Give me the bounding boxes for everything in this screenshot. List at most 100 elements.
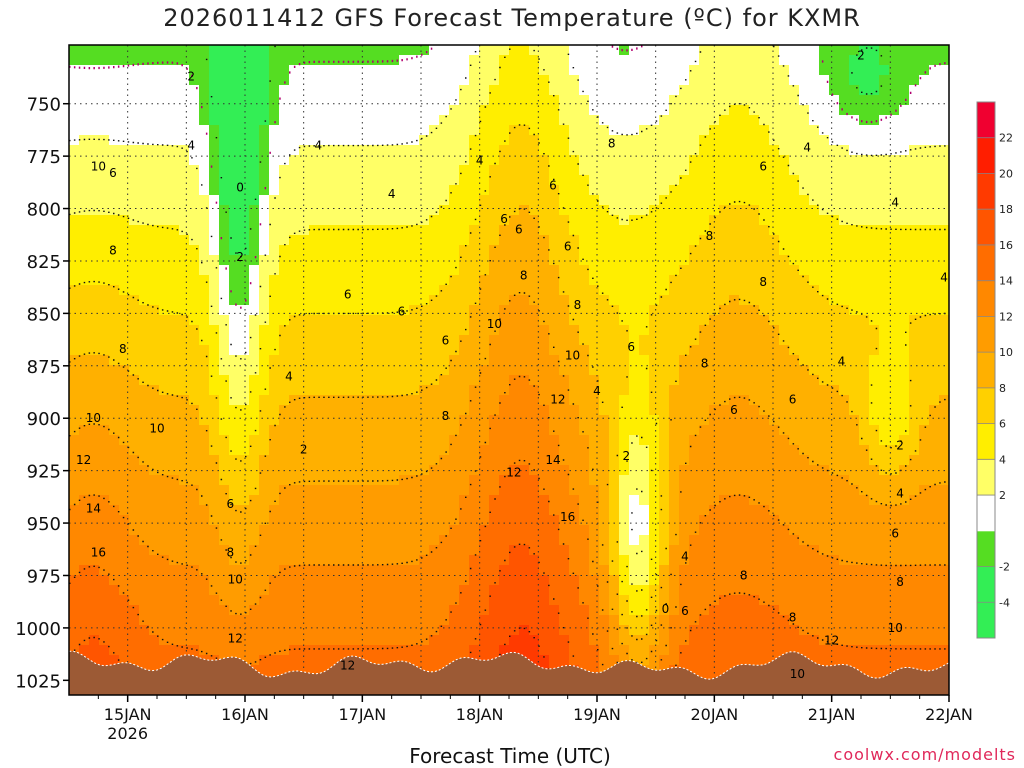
colorbar-band — [977, 495, 995, 532]
contour-label: 8 — [706, 229, 714, 243]
contour-label: 16 — [91, 545, 106, 559]
contour-label: 4 — [681, 550, 689, 564]
contour-label: 6 — [891, 527, 899, 541]
contour-label: 12 — [824, 633, 839, 647]
colorbar-label: 14 — [999, 275, 1013, 288]
contour-label: 4 — [476, 153, 484, 167]
contour-label: 4 — [187, 139, 195, 153]
contour-label: 2 — [187, 69, 195, 83]
colorbar-band — [977, 209, 995, 246]
contour-label: 6 — [109, 166, 117, 180]
y-tick-label: 900 — [27, 409, 61, 430]
contour-label: 8 — [109, 243, 117, 257]
contour-label: 8 — [574, 298, 582, 312]
contour-label: 0 — [662, 602, 670, 616]
contour-label: 8 — [227, 545, 235, 559]
colorbar-band — [977, 530, 995, 568]
contour-label: 10 — [888, 621, 903, 635]
contour-label: 10 — [91, 160, 106, 174]
colorbar-band — [977, 566, 995, 603]
colorbar-band — [977, 459, 995, 496]
colorbar-label: 6 — [999, 418, 1006, 431]
contour-label: 6 — [442, 334, 450, 348]
contour-label: 0 — [236, 181, 244, 195]
colorbar-label: 22 — [999, 132, 1013, 145]
contour-label: 8 — [608, 137, 616, 151]
contour-label: 8 — [740, 568, 748, 582]
contour-label: 6 — [759, 160, 767, 174]
y-tick-label: 975 — [27, 566, 61, 587]
colorbar-label: 4 — [999, 453, 1006, 466]
contour-label: 12 — [76, 453, 91, 467]
colorbar-label: 12 — [999, 310, 1013, 323]
contour-label: 10 — [149, 422, 164, 436]
contour-label: 2 — [857, 48, 865, 62]
contour-label: 12 — [506, 466, 521, 480]
colorbar-label: -2 — [999, 561, 1010, 574]
ground-surface — [69, 650, 949, 695]
contour-label: 4 — [285, 369, 293, 383]
colorbar-label: -4 — [999, 596, 1010, 609]
colorbar-band — [977, 244, 995, 282]
contour-label: 8 — [789, 610, 797, 624]
colorbar-band — [977, 316, 995, 353]
colorbar-label: 8 — [999, 382, 1006, 395]
contour-label: 6 — [398, 304, 406, 318]
contour-label: 10 — [86, 411, 101, 425]
contour-label: 8 — [896, 575, 904, 589]
contour-label: 4 — [315, 139, 323, 153]
contour-label: 8 — [520, 269, 528, 283]
contour-label: 6 — [730, 403, 738, 417]
x-tick-label: 16JAN — [221, 705, 269, 724]
x-tick-label: 21JAN — [808, 705, 856, 724]
colorbar-label: 2 — [999, 489, 1006, 502]
contour-label: 2 — [300, 443, 308, 457]
contour-label: 8 — [759, 275, 767, 289]
contour-label: 12 — [228, 631, 243, 645]
colorbar-band — [977, 173, 995, 210]
x-tick-label: 18JAN — [456, 705, 504, 724]
contour-label: 2 — [896, 438, 904, 452]
y-tick-label: 1025 — [15, 671, 61, 692]
x-tick-label: 19JAN — [573, 705, 621, 724]
chart-title: 2026011412 GFS Forecast Temperature (ºC)… — [163, 4, 861, 32]
x-tick-label: 17JAN — [338, 705, 386, 724]
source-credit[interactable]: coolwx.com/modelts — [833, 745, 1016, 764]
contour-label: 4 — [940, 271, 948, 285]
y-axis: 750 775 800 825 850 875 900 925 950 975 1000 1025 — [15, 95, 69, 692]
y-tick-label: 1000 — [15, 619, 61, 640]
y-tick-label: 950 — [27, 514, 61, 535]
contour-label: 4 — [803, 141, 811, 155]
contour-label: 2 — [623, 449, 631, 463]
contour-labels: 10 68810101214162402424668101212646846681… — [76, 48, 948, 681]
temperature-fill — [69, 45, 949, 695]
y-tick-label: 800 — [27, 200, 61, 221]
contour-label: 4 — [388, 187, 396, 201]
colorbar-label: 20 — [999, 167, 1013, 180]
contour-label: 10 — [228, 573, 243, 587]
colorbar-band — [977, 280, 995, 317]
contour-label: 12 — [550, 392, 565, 406]
colorbar-band — [977, 602, 995, 639]
contour--2 — [205, 45, 883, 258]
colorbar-band — [977, 352, 995, 389]
x-tick-label: 22JAN — [925, 705, 973, 724]
y-tick-label: 875 — [27, 357, 61, 378]
contour-label: 8 — [442, 409, 450, 423]
contour-label: 6 — [227, 497, 235, 511]
y-tick-label: 775 — [27, 147, 61, 168]
contour-label: 12 — [340, 659, 355, 673]
y-tick-label: 925 — [27, 462, 61, 483]
colorbar-label: 10 — [999, 346, 1013, 359]
contour-label: 8 — [119, 342, 127, 356]
contour-label: 8 — [701, 357, 709, 371]
contour-label: 4 — [838, 355, 846, 369]
contour-label: 14 — [86, 501, 101, 515]
colorbar-band — [977, 137, 995, 174]
x-tick-label: 15JAN — [104, 705, 152, 724]
x-tick-year-label: 2026 — [107, 724, 148, 743]
contour-label: 6 — [789, 392, 797, 406]
y-tick-label: 850 — [27, 304, 61, 325]
contour-label: 6 — [344, 288, 352, 302]
